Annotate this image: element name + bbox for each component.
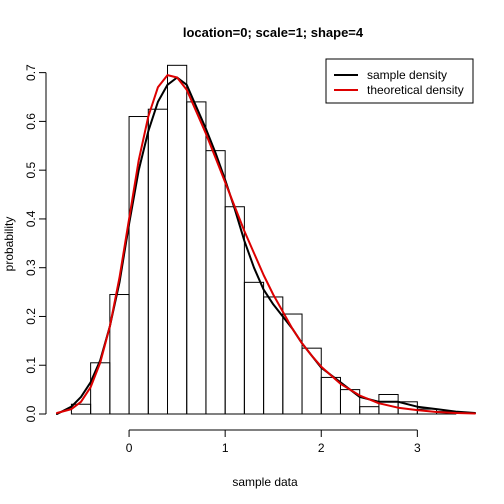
histogram-bar-4	[147, 108, 169, 415]
series-line-sample-density	[56, 76, 476, 415]
x-tick-label-1: 1	[222, 441, 229, 455]
density-curves	[56, 74, 476, 415]
histogram-bars	[70, 64, 457, 415]
legend-label-theoretical-density: theoretical density	[367, 83, 464, 97]
histogram-bar-9	[243, 281, 265, 415]
series-line-theoretical-density	[56, 74, 476, 415]
x-tick-label-2: 2	[318, 441, 325, 455]
histogram-bar-6	[186, 101, 207, 415]
histogram-bar-12	[301, 347, 322, 415]
y-tick-label-0: 0.0	[24, 405, 38, 422]
legend-label-sample-density: sample density	[367, 68, 447, 82]
y-axis: 0.0 0.1 0.2 0.3 0.4 0.5 0.6 0.7	[24, 64, 47, 422]
histogram-bar-8	[224, 206, 245, 415]
histogram-bar-13	[320, 376, 341, 415]
x-axis-label: sample data	[232, 475, 298, 489]
histogram-bar-5	[167, 64, 188, 415]
legend: sample density theoretical density	[325, 58, 474, 104]
y-tick-label-6: 0.6	[24, 113, 38, 130]
chart-title: location=0; scale=1; shape=4	[183, 25, 364, 40]
y-tick-label-7: 0.7	[24, 64, 38, 81]
y-axis-label: probability	[2, 217, 16, 272]
histogram-bar-7	[205, 150, 226, 415]
x-axis: 0 1 2 3	[126, 429, 421, 455]
histogram-bar-15	[359, 406, 380, 415]
legend-box	[325, 58, 474, 104]
x-tick-label-3: 3	[414, 441, 421, 455]
y-tick-label-1: 0.1	[24, 357, 38, 374]
x-tick-label-0: 0	[126, 441, 133, 455]
y-tick-label-4: 0.4	[24, 210, 38, 227]
y-tick-label-5: 0.5	[24, 162, 38, 179]
y-tick-label-2: 0.2	[24, 308, 38, 325]
histogram-bar-10	[263, 296, 284, 415]
histogram-bar-1	[90, 362, 111, 415]
y-tick-label-3: 0.3	[24, 259, 38, 276]
